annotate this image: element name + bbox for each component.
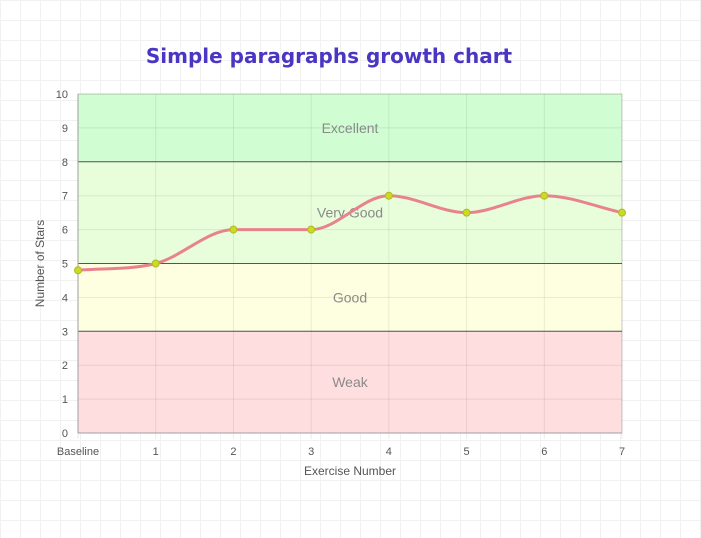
y-tick-label: 7 (62, 191, 68, 203)
axes-group (77, 93, 623, 434)
band-border-group (78, 161, 622, 332)
x-tick-label: 2 (230, 446, 236, 458)
x-tick-label: 3 (308, 446, 314, 458)
y-tick-label: 1 (62, 394, 68, 406)
data-point[interactable] (462, 208, 471, 217)
band-label: Good (333, 289, 367, 305)
band-label: Excellent (322, 120, 379, 136)
data-point[interactable] (151, 259, 160, 268)
series-group (74, 191, 626, 275)
y-tick-label: 2 (62, 360, 68, 372)
y-axis-label: Number of Stars (33, 220, 47, 307)
data-point[interactable] (384, 191, 393, 200)
x-tick-label: 4 (386, 446, 392, 458)
y-tick-label: 9 (62, 123, 68, 135)
band-group (78, 94, 622, 433)
data-point[interactable] (307, 225, 316, 234)
data-point[interactable] (229, 225, 238, 234)
y-tick-label: 8 (62, 157, 68, 169)
band-excellent (78, 94, 622, 162)
data-point[interactable] (540, 191, 549, 200)
tick-group: 0 1 2 3 4 5 6 7 8 9 10 Baseline 1 2 3 4 5 6 7 (56, 89, 625, 458)
x-axis-label: Exercise Number (304, 464, 396, 478)
y-tick-label: 6 (62, 225, 68, 237)
y-tick-label: 10 (56, 89, 68, 101)
x-tick-label: 5 (464, 446, 470, 458)
plot-border (77, 93, 623, 434)
chart-title: Simple paragraphs growth chart (145, 44, 513, 68)
x-tick-label: Baseline (57, 446, 99, 458)
y-tick-label: 5 (62, 259, 68, 271)
y-tick-label: 3 (62, 326, 68, 338)
data-point[interactable] (74, 266, 82, 275)
y-tick-label: 4 (62, 292, 68, 304)
band-good (78, 263, 622, 332)
x-tick-label: 7 (619, 446, 625, 458)
band-weak (78, 331, 622, 433)
band-label: Weak (332, 374, 369, 390)
x-tick-label: 6 (541, 446, 547, 458)
x-tick-label: 1 (153, 446, 159, 458)
series-line (77, 194, 623, 272)
data-point[interactable] (618, 208, 626, 217)
y-tick-label: 0 (62, 428, 68, 440)
